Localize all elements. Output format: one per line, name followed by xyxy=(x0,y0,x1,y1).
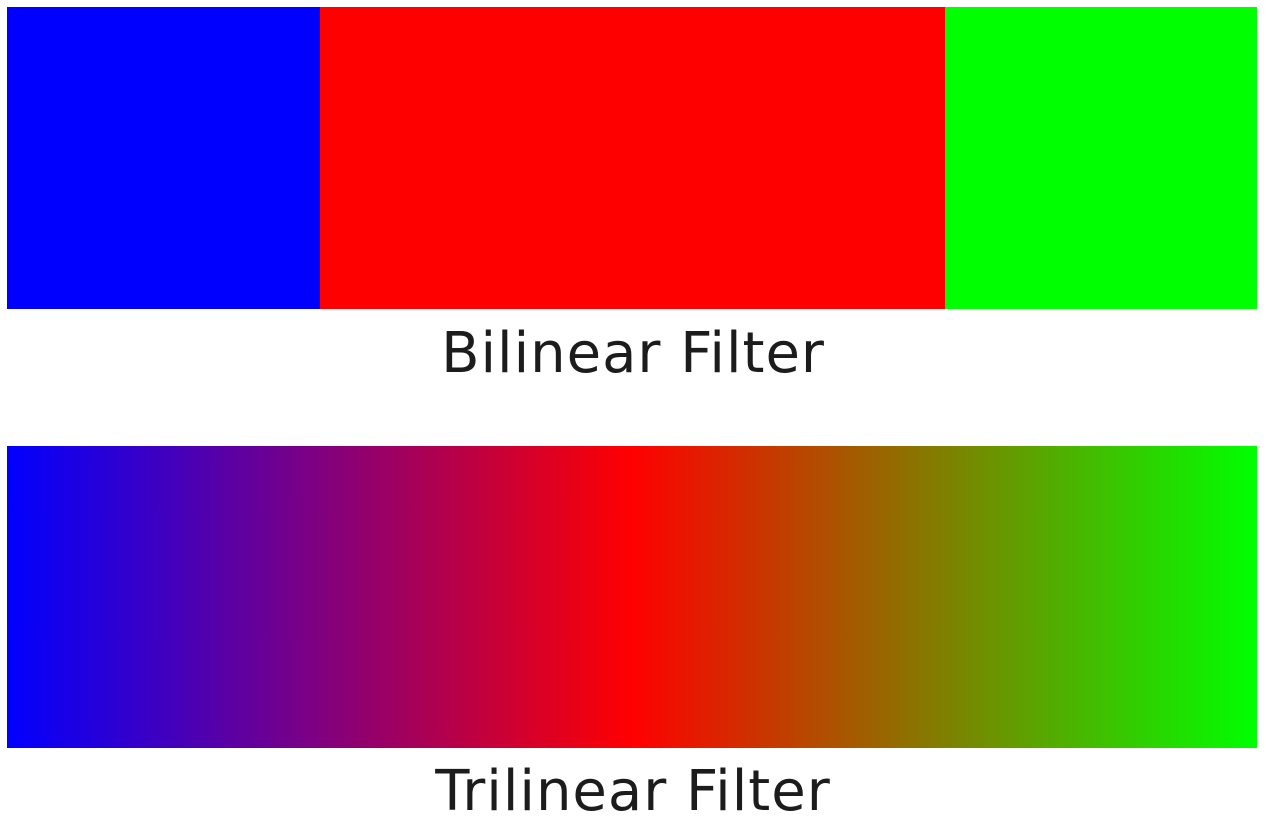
bilinear-blue-segment xyxy=(7,7,320,309)
bilinear-red-segment xyxy=(319,7,945,309)
trilinear-filter-caption: Trilinear Filter xyxy=(435,759,831,824)
bilinear-green-segment xyxy=(944,7,1257,309)
bilinear-filter-caption: Bilinear Filter xyxy=(441,321,825,386)
bilinear-color-strip xyxy=(7,7,1257,309)
trilinear-gradient-strip xyxy=(7,446,1257,748)
